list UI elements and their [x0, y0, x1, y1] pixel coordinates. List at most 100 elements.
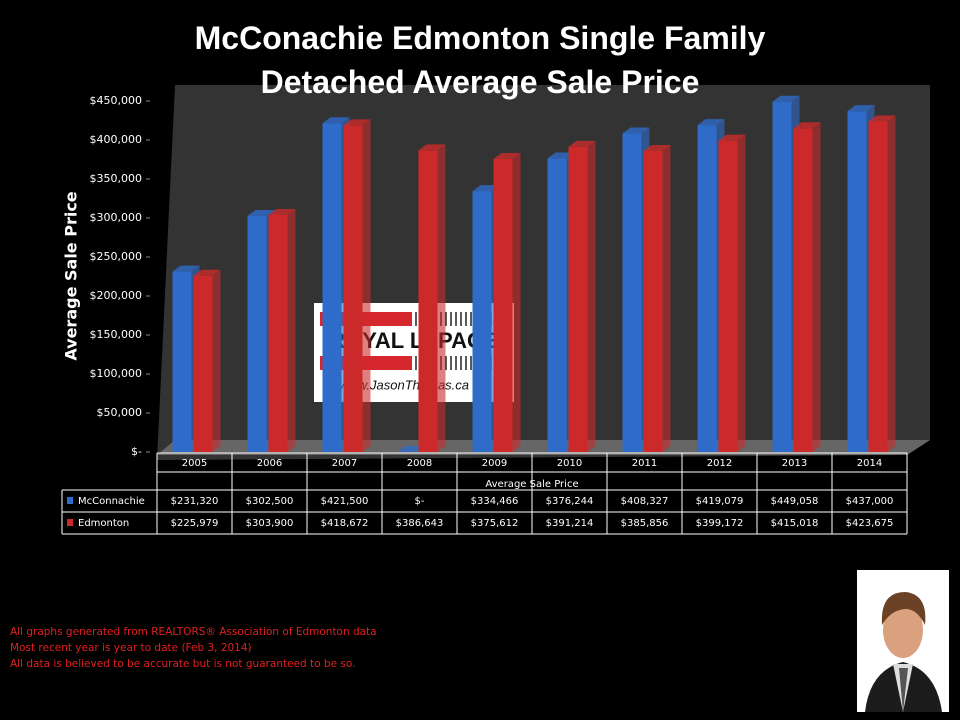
table-value: $302,500: [246, 496, 294, 507]
bar: [568, 146, 588, 452]
table-value: $391,214: [546, 518, 594, 529]
bar-top: [397, 446, 425, 452]
bar: [622, 133, 642, 452]
bar-side: [587, 140, 596, 452]
bar-side: [887, 115, 896, 452]
bar-top: [472, 185, 500, 192]
bar: [643, 151, 663, 452]
table-value: $408,327: [621, 496, 669, 507]
bar: [247, 216, 267, 452]
bar: [472, 191, 492, 452]
bar: [772, 101, 792, 453]
bar-side: [362, 119, 371, 452]
bar-top: [793, 122, 821, 129]
y-axis-label: Average Sale Price: [62, 191, 81, 360]
bar-top: [247, 210, 275, 217]
bar-top: [193, 269, 221, 276]
legend-label: McConnachie: [78, 496, 145, 507]
bar-side: [437, 144, 446, 452]
bar-side: [812, 122, 821, 453]
table-value: $-: [415, 496, 425, 507]
bar-top: [697, 119, 725, 126]
y-tick-label: $350,000: [90, 172, 143, 185]
table-value: $418,672: [321, 518, 369, 529]
y-tick-label: $450,000: [90, 94, 143, 107]
x-tick-label: 2008: [407, 458, 432, 469]
legend-swatch: [67, 497, 73, 504]
table-value: $423,675: [846, 518, 894, 529]
table-value: $419,079: [696, 496, 744, 507]
table-value: $386,643: [396, 518, 444, 529]
legend-swatch: [67, 519, 73, 526]
table-value: $399,172: [696, 518, 744, 529]
agent-photo: [857, 570, 949, 712]
footnotes: All graphs generated from REALTORS® Asso…: [10, 626, 377, 670]
bar-top: [643, 145, 671, 152]
bar: [868, 121, 888, 452]
bar-top: [268, 208, 296, 215]
table-value: $334,466: [471, 496, 519, 507]
photo-tie: [899, 668, 908, 712]
footnote: Most recent year is year to date (Feb 3,…: [10, 642, 252, 654]
x-tick-label: 2009: [482, 458, 507, 469]
y-tick-label: $300,000: [90, 211, 143, 224]
bar-side: [662, 145, 671, 452]
bar: [322, 123, 342, 452]
table-value: $415,018: [771, 518, 819, 529]
y-tick-label: $50,000: [97, 406, 143, 419]
bar: [172, 271, 192, 452]
y-tick-label: $100,000: [90, 367, 143, 380]
bar-top: [718, 134, 746, 141]
bar-top: [493, 153, 521, 160]
bar: [718, 140, 738, 452]
x-tick-label: 2005: [182, 458, 207, 469]
bar: [547, 158, 567, 453]
table-value: $449,058: [771, 496, 819, 507]
bar: [418, 150, 438, 452]
y-tick-label: $150,000: [90, 328, 143, 341]
bar-top: [772, 95, 800, 102]
bar: [268, 214, 288, 452]
bar: [793, 128, 813, 453]
bar-side: [512, 153, 521, 452]
bar-top: [622, 127, 650, 134]
bar-top: [847, 105, 875, 112]
chart-title: McConachie Edmonton Single Family Detach…: [194, 20, 766, 100]
table-value: $421,500: [321, 496, 369, 507]
bar: [343, 125, 363, 452]
y-tick-label: $200,000: [90, 289, 143, 302]
bar-top: [172, 265, 200, 272]
x-tick-label: 2010: [557, 458, 582, 469]
x-tick-label: 2006: [257, 458, 282, 469]
bar-side: [212, 269, 221, 452]
bar-top: [547, 152, 575, 159]
x-tick-label: 2011: [632, 458, 657, 469]
y-tick-label: $400,000: [90, 133, 143, 146]
bar: [493, 159, 513, 452]
bar-top: [322, 117, 350, 124]
footnote: All graphs generated from REALTORS® Asso…: [10, 626, 377, 638]
table-value: $376,244: [546, 496, 594, 507]
table-value: $385,856: [621, 518, 669, 529]
y-tick-label: $250,000: [90, 250, 143, 263]
table-value: $375,612: [471, 518, 519, 529]
bar-top: [568, 140, 596, 147]
bar-top: [343, 119, 371, 126]
photo-face: [883, 602, 923, 658]
table-value: $437,000: [846, 496, 894, 507]
bar: [847, 111, 867, 452]
bar: [697, 125, 717, 452]
x-tick-label: 2014: [857, 458, 882, 469]
bar-top: [418, 144, 446, 151]
bar-side: [287, 208, 296, 452]
x-tick-label: 2007: [332, 458, 357, 469]
legend-label: Edmonton: [78, 518, 129, 529]
footnote: All data is believed to be accurate but …: [10, 658, 355, 670]
table-value: $225,979: [171, 518, 219, 529]
y-tick-label: $-: [131, 445, 142, 458]
table-value: $231,320: [171, 496, 219, 507]
photo-hair: [881, 592, 926, 625]
x-tick-label: 2013: [782, 458, 807, 469]
